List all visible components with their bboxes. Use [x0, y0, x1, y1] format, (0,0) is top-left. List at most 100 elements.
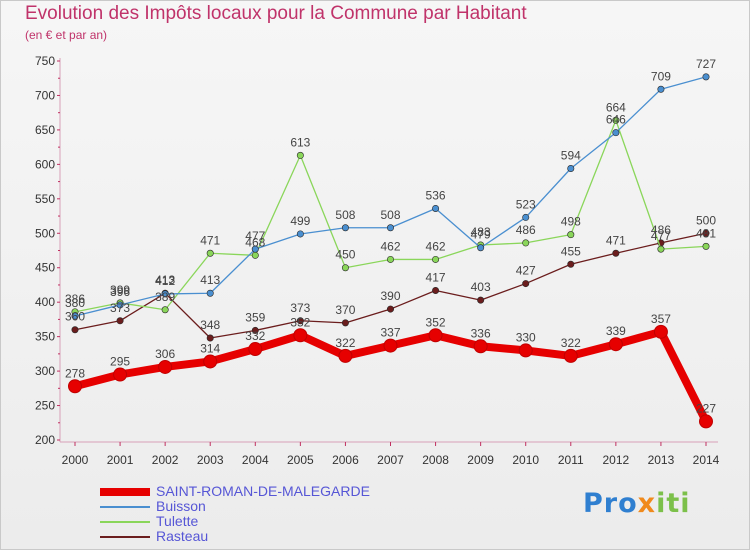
data-point	[653, 324, 668, 339]
data-point	[206, 249, 214, 257]
y-tick-label: 200	[35, 433, 55, 447]
data-label: 413	[155, 273, 175, 287]
data-label: 483	[471, 225, 491, 239]
legend-label: Rasteau	[156, 528, 209, 544]
data-label: 471	[606, 233, 626, 247]
data-label: 477	[245, 229, 265, 243]
data-label: 450	[335, 248, 355, 262]
data-point	[296, 230, 304, 238]
data-point	[608, 337, 623, 352]
x-tick-label: 2011	[558, 453, 584, 467]
data-label: 337	[380, 326, 400, 340]
y-tick-label: 600	[35, 157, 55, 171]
data-point	[428, 328, 443, 343]
data-label: 357	[651, 312, 671, 326]
legend-swatch	[100, 521, 150, 523]
x-tick-label: 2014	[693, 453, 720, 467]
chart-axes: 200 250 300 350 400 450 500 550 600 650 700 750 2000…	[35, 54, 720, 467]
data-point	[702, 229, 710, 237]
data-point	[158, 359, 173, 374]
data-point	[518, 343, 533, 358]
y-tick-label: 350	[35, 330, 55, 344]
data-point	[338, 348, 353, 363]
data-label: 332	[245, 329, 265, 343]
data-point	[432, 204, 440, 212]
data-label: 486	[651, 223, 671, 237]
x-tick-label: 2010	[512, 453, 539, 467]
proxiti-logo: Proxiti	[583, 488, 691, 519]
y-tick-label: 700	[35, 88, 55, 102]
data-label: 390	[380, 289, 400, 303]
data-label: 500	[696, 213, 716, 227]
data-label: 370	[335, 303, 355, 317]
data-label: 348	[200, 318, 220, 332]
data-point	[161, 306, 169, 314]
data-label: 455	[561, 244, 581, 258]
data-label: 499	[290, 214, 310, 228]
data-label: 468	[245, 235, 265, 249]
data-point	[522, 213, 530, 221]
data-point	[699, 414, 713, 429]
data-label: 339	[606, 324, 626, 338]
data-label: 359	[245, 310, 265, 324]
data-label: 227	[696, 401, 716, 415]
data-point	[477, 296, 485, 304]
x-tick-label: 2007	[377, 453, 404, 467]
data-point	[567, 231, 575, 239]
data-label: 322	[335, 336, 355, 350]
data-point	[386, 305, 394, 313]
series-buisson	[71, 73, 710, 320]
data-label: 330	[516, 330, 536, 344]
data-point	[432, 286, 440, 294]
data-label: 278	[65, 366, 85, 380]
series-saint-roman-de-malegarde	[68, 324, 713, 429]
data-point	[251, 245, 259, 253]
data-point	[161, 290, 169, 298]
x-tick-label: 2005	[287, 453, 314, 467]
data-point	[293, 328, 308, 343]
data-point	[702, 73, 710, 81]
x-tick-label: 2009	[467, 453, 494, 467]
data-point	[657, 245, 665, 253]
data-point	[251, 326, 259, 334]
data-label: 373	[290, 301, 310, 315]
data-label: 613	[290, 135, 310, 149]
data-point	[251, 251, 259, 259]
data-label: 396	[110, 285, 130, 299]
chart-data-labels: 278 295 306 314 332 352 322 337 352 336 330 322 339 3…	[65, 57, 716, 416]
data-label: 477	[651, 229, 671, 243]
data-point	[473, 339, 488, 354]
y-tick-label: 550	[35, 192, 55, 206]
data-point	[116, 301, 124, 309]
data-label: 314	[200, 341, 220, 355]
data-label: 536	[426, 188, 446, 202]
y-tick-label: 400	[35, 295, 55, 309]
data-label: 380	[65, 296, 85, 310]
y-tick-label: 250	[35, 399, 55, 413]
data-label: 373	[110, 301, 130, 315]
data-point	[522, 280, 530, 288]
legend-swatch	[100, 488, 150, 496]
data-point	[71, 326, 79, 334]
data-label: 306	[155, 347, 175, 361]
x-tick-label: 2012	[603, 453, 630, 467]
y-tick-label: 300	[35, 364, 55, 378]
data-label: 360	[65, 310, 85, 324]
data-point	[563, 348, 578, 363]
data-point	[386, 255, 394, 263]
x-tick-label: 2001	[107, 453, 134, 467]
data-label: 403	[471, 280, 491, 294]
data-point	[206, 289, 214, 297]
data-point	[383, 338, 398, 353]
x-tick-label: 2004	[242, 453, 269, 467]
legend-swatch	[100, 536, 150, 538]
data-label: 386	[65, 292, 85, 306]
data-label: 479	[471, 228, 491, 242]
data-point	[341, 224, 349, 232]
x-tick-label: 2013	[648, 453, 675, 467]
data-label: 508	[380, 208, 400, 222]
data-point	[567, 260, 575, 268]
data-label: 352	[290, 315, 310, 329]
data-point	[116, 317, 124, 325]
